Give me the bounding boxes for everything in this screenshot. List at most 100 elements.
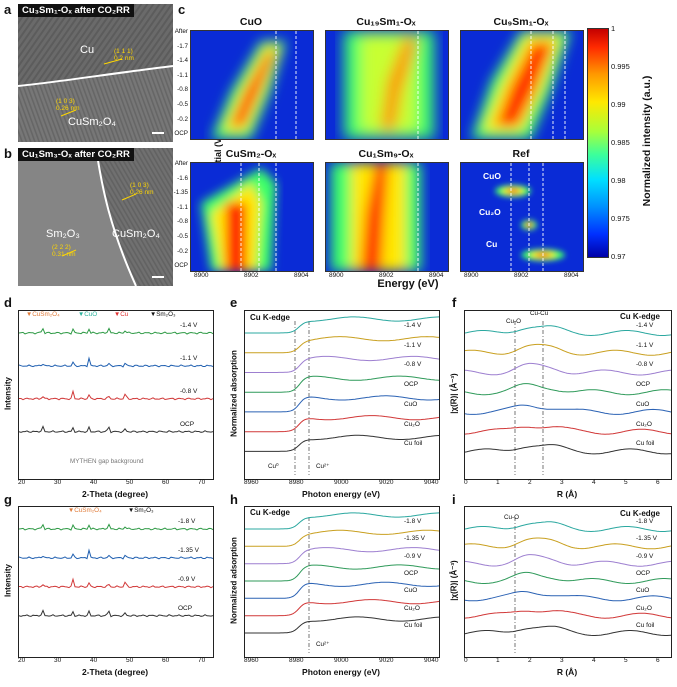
panel-label-g: g <box>4 492 12 507</box>
ref-label-cu2o: Cu₂O <box>479 207 501 217</box>
xrd-d-bg-label: MYTHEN gap background <box>70 458 144 465</box>
tem-b-ann2: (2 2 2) 0.31 nm <box>52 244 76 258</box>
exafs-i-trace-label: CuO <box>636 587 650 595</box>
exafs-i-xtick: 0 <box>464 657 468 664</box>
heatmap-3 <box>190 162 314 272</box>
panel-label-e: e <box>230 295 238 310</box>
exafs-i-cuo: Cu-O <box>504 514 520 521</box>
exafs-f-xtick: 5 <box>624 479 628 486</box>
panel-label-a: a <box>4 2 12 17</box>
xanes-e-trace-2 <box>245 355 439 373</box>
xanes-e <box>244 310 440 480</box>
xanes-e-trace-label: CuO <box>404 400 418 408</box>
exafs-f-trace-0 <box>465 325 671 337</box>
exafs-i-xtick: 1 <box>496 657 500 664</box>
exafs-i-ylabel: |χ(R)| (Å⁻³) <box>449 560 459 601</box>
exafs-f-title: Cu K-edge <box>620 312 660 321</box>
xanes-e-xtick: 8960 <box>244 479 259 486</box>
xrd-g-trace-2 <box>19 577 213 589</box>
exafs-i-trace-0 <box>465 521 671 533</box>
xrd-g-trace-label: -1.8 V <box>178 518 196 525</box>
exafs-f-trace-6 <box>465 444 671 455</box>
xanes-h-trace-5 <box>245 599 439 617</box>
exafs-f-ylabel: |χ(R)| (Å⁻³) <box>449 373 459 414</box>
exafs-f-trace-4 <box>465 404 671 415</box>
tem-b-cusm-label: CuSm₂O₄ <box>112 228 160 240</box>
xrd-g-xlabel: 2-Theta (degree) <box>81 667 149 677</box>
heatmap-title-4: Cu₁Sm₉-Oₓ <box>358 148 414 160</box>
ref-label-cu: Cu <box>486 239 498 249</box>
xrd-d-trace-0 <box>19 327 213 335</box>
heatmap-xtick: 8900 <box>464 272 479 279</box>
exafs-i-xtick: 2 <box>528 657 532 664</box>
xanes-e-trace-label: -0.8 V <box>404 361 422 369</box>
xanes-h-trace-label: -1.35 V <box>404 535 425 543</box>
exafs-f-xlabel: R (Å) <box>556 489 578 499</box>
xanes-e-xtick: 9020 <box>379 479 394 486</box>
exafs-f-cucu: Cu-Cu <box>530 310 549 317</box>
exafs-f-trace-label: -1.1 V <box>636 341 654 349</box>
exafs-f-trace-label: -0.8 V <box>636 361 654 369</box>
xanes-e-trace-1 <box>245 336 439 354</box>
panel-label-b: b <box>4 146 12 161</box>
heatmap-ytick: After <box>174 160 188 167</box>
heatmap-ytick: -1.7 <box>177 42 188 50</box>
tem-a-ann1: (1 1 1) 0.2 nm <box>114 48 134 62</box>
xanes-h-trace-1 <box>245 529 439 547</box>
heatmap-ytick: OCP <box>174 130 188 138</box>
exafs-i-trace-4 <box>465 591 671 602</box>
heatmap-xtick: 8902 <box>379 272 394 279</box>
heatmap-ytick: -1.1 <box>177 203 188 211</box>
heatmap-ytick: -1.4 <box>177 57 188 65</box>
tem-b-title: Cu₁Sm₃-Oₓ after CO₂RR <box>18 148 134 161</box>
heatmap-ytick: -0.5 <box>177 232 188 240</box>
xrd-d-trace-label: -1.4 V <box>180 322 198 329</box>
xrd-g-ylabel: Intensity <box>3 564 13 597</box>
xanes-e-trace-5 <box>245 415 439 433</box>
xanes-e-trace-6 <box>245 434 439 452</box>
xanes-h-title: Cu K-edge <box>250 508 290 517</box>
tem-image-b: Cu₁Sm₃-Oₓ after CO₂RR Sm₂O₃ CuSm₂O₄ (1 0… <box>18 148 173 286</box>
exafs-i-xtick: 6 <box>656 657 660 664</box>
xanes-e-cu0: Cu⁰ <box>268 463 279 470</box>
exafs-f-trace-label: Cu₂O <box>636 420 652 428</box>
exafs-i-trace-1 <box>465 537 671 550</box>
xanes-h-trace-label: Cu foil <box>404 622 423 629</box>
xanes-h-trace-2 <box>245 547 439 565</box>
xrd-g-trace-0 <box>19 523 213 531</box>
xrd-g-trace-label: -1.35 V <box>178 546 199 554</box>
xrd-d-xtick: 20 <box>18 479 26 486</box>
exafs-f-trace-5 <box>465 426 671 435</box>
heatmap-ytick: -1.6 <box>177 174 188 182</box>
xanes-e-trace-label: Cu foil <box>404 440 423 448</box>
tem-a-cusm-label: CuSm₂O₄ <box>68 116 116 128</box>
exafs-i-xtick: 5 <box>624 657 628 664</box>
heatmap-ytick: -0.8 <box>177 86 188 94</box>
tem-image-a: Cu₃Sm₁-Oₓ after CO₂RR Cu CuSm₂O₄ (1 1 1)… <box>18 4 173 142</box>
exafs-i-trace-label: Cu₂O <box>636 604 652 612</box>
tem-b-ann1: (1 0 3) 0.26 nm <box>130 182 154 196</box>
xrd-g <box>18 506 214 658</box>
tem-b-sm-label: Sm₂O₃ <box>46 228 80 240</box>
xanes-e-xlabel: Photon energy (eV) <box>302 489 380 499</box>
xrd-g-legend: ▼CuSm₂O₄ <box>68 507 102 514</box>
xrd-d-legend: ▼Sm₂O₃ <box>150 311 176 318</box>
xrd-g-trace-label: -0.9 V <box>178 575 196 583</box>
colorbar-tick: 1 <box>611 24 616 33</box>
heatmap-xlabel: Energy (eV) <box>377 278 439 290</box>
exafs-f-trace-3 <box>465 383 671 396</box>
colorbar-tick: 0.975 <box>611 214 630 223</box>
exafs-f-trace-label: CuO <box>636 400 650 408</box>
xrd-d-trace-2 <box>19 389 213 401</box>
panel-label-h: h <box>230 492 238 507</box>
heatmap-title-1: Cu₁₉Sm₁-Oₓ <box>356 16 416 28</box>
xanes-e-xtick: 8980 <box>289 479 304 486</box>
heatmap-ytick: -1.1 <box>177 71 188 79</box>
heatmap-ytick: OCP <box>174 262 188 270</box>
xrd-d-xtick: 60 <box>162 479 170 486</box>
xrd-g-xtick: 70 <box>198 657 206 664</box>
xrd-g-xtick: 60 <box>162 657 170 664</box>
exafs-i-title: Cu K-edge <box>620 509 660 518</box>
exafs-i-trace-label: -0.9 V <box>636 552 654 560</box>
colorbar-tick: 0.995 <box>611 62 630 71</box>
